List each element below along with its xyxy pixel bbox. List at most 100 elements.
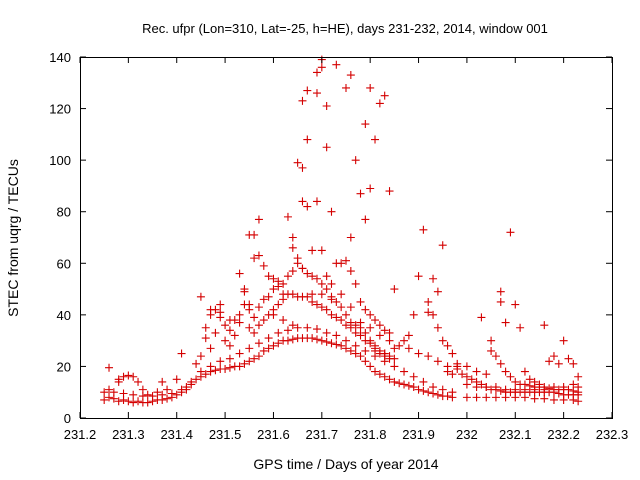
data-point-marker bbox=[342, 83, 350, 92]
y-tick-label: 0 bbox=[64, 411, 71, 426]
data-point-marker bbox=[254, 215, 263, 224]
data-point-marker bbox=[361, 357, 370, 366]
data-point-marker bbox=[371, 346, 380, 355]
data-point-marker bbox=[400, 380, 409, 389]
x-tick-label: 231.4 bbox=[160, 427, 193, 442]
data-point-marker bbox=[424, 352, 433, 361]
data-point-marker bbox=[342, 336, 350, 345]
data-point-marker bbox=[356, 352, 365, 361]
data-point-marker bbox=[569, 380, 578, 389]
data-point-marker bbox=[250, 254, 259, 263]
y-tick-label: 20 bbox=[57, 359, 71, 374]
x-tick-label: 231.6 bbox=[257, 427, 290, 442]
data-point-marker bbox=[254, 303, 263, 312]
data-point-marker bbox=[211, 366, 220, 375]
data-point-marker bbox=[124, 397, 133, 406]
data-point-marker bbox=[390, 377, 399, 386]
data-point-marker bbox=[390, 362, 399, 371]
data-point-marker bbox=[167, 389, 176, 398]
data-point-marker bbox=[361, 328, 370, 337]
data-point-marker bbox=[496, 359, 505, 368]
data-point-marker bbox=[390, 344, 399, 353]
data-point-marker bbox=[351, 328, 360, 337]
data-point-marker bbox=[327, 310, 336, 319]
data-point-marker bbox=[201, 370, 210, 379]
data-point-marker bbox=[511, 385, 520, 394]
data-point-marker bbox=[419, 377, 428, 386]
data-point-marker bbox=[511, 300, 520, 309]
data-point-marker bbox=[501, 393, 510, 402]
data-point-marker bbox=[129, 372, 138, 381]
x-tick-label: 231.2 bbox=[64, 427, 97, 442]
data-point-marker bbox=[288, 290, 297, 299]
data-point-marker bbox=[308, 246, 317, 255]
data-point-marker bbox=[221, 321, 230, 330]
data-point-marker bbox=[143, 398, 152, 407]
data-point-marker bbox=[216, 300, 225, 309]
data-point-marker bbox=[109, 388, 118, 397]
data-point-marker bbox=[283, 212, 292, 221]
data-point-marker bbox=[322, 305, 331, 314]
data-point-marker bbox=[433, 287, 442, 296]
x-tick-label: 231.7 bbox=[306, 427, 339, 442]
data-point-marker bbox=[308, 297, 317, 306]
data-point-marker bbox=[409, 372, 418, 381]
data-point-marker bbox=[327, 279, 336, 288]
data-point-marker bbox=[259, 346, 268, 355]
data-point-marker bbox=[361, 305, 370, 314]
data-point-marker bbox=[274, 300, 283, 309]
data-point-marker bbox=[400, 367, 409, 376]
data-point-marker bbox=[462, 380, 471, 389]
data-point-marker bbox=[342, 321, 350, 330]
data-point-marker bbox=[259, 261, 268, 270]
data-point-marker bbox=[540, 394, 549, 403]
data-point-marker bbox=[201, 334, 210, 343]
data-point-marker bbox=[342, 344, 350, 353]
data-point-marker bbox=[530, 385, 539, 394]
data-point-marker bbox=[375, 99, 384, 108]
data-point-marker bbox=[375, 370, 384, 379]
data-point-marker bbox=[293, 254, 302, 263]
data-point-marker bbox=[332, 331, 341, 340]
data-point-marker bbox=[138, 385, 147, 394]
data-point-marker bbox=[250, 328, 259, 337]
data-point-marker bbox=[187, 377, 196, 386]
data-point-marker bbox=[105, 363, 114, 372]
data-point-marker bbox=[327, 207, 336, 216]
data-point-marker bbox=[312, 274, 321, 283]
data-point-marker bbox=[409, 383, 418, 392]
x-tick-label: 232.3 bbox=[596, 427, 629, 442]
data-point-marker bbox=[283, 336, 292, 345]
data-point-marker bbox=[366, 184, 375, 193]
data-point-marker bbox=[351, 156, 360, 165]
data-point-marker bbox=[429, 310, 438, 319]
data-point-marker bbox=[105, 385, 114, 394]
data-point-marker bbox=[467, 375, 476, 384]
data-point-marker bbox=[361, 120, 370, 129]
data-point-marker bbox=[114, 397, 123, 406]
data-point-marker bbox=[429, 383, 438, 392]
data-point-marker bbox=[303, 135, 312, 144]
data-point-marker bbox=[443, 367, 452, 376]
data-point-marker bbox=[264, 334, 273, 343]
data-point-marker bbox=[554, 359, 563, 368]
data-point-marker bbox=[279, 316, 288, 325]
data-point-marker bbox=[482, 393, 491, 402]
data-point-marker bbox=[371, 135, 380, 144]
data-point-marker bbox=[366, 310, 375, 319]
data-point-marker bbox=[163, 385, 172, 394]
data-point-marker bbox=[433, 357, 442, 366]
data-point-marker bbox=[366, 83, 375, 92]
data-point-marker bbox=[487, 336, 496, 345]
data-point-marker bbox=[564, 354, 573, 363]
data-point-marker bbox=[322, 143, 331, 152]
data-point-marker bbox=[564, 385, 573, 394]
data-point-marker bbox=[134, 397, 143, 406]
data-point-marker bbox=[225, 354, 234, 363]
data-point-marker bbox=[143, 390, 152, 399]
data-point-marker bbox=[177, 385, 186, 394]
data-point-marker bbox=[375, 331, 384, 340]
data-point-marker bbox=[545, 384, 554, 393]
data-point-marker bbox=[419, 225, 428, 234]
